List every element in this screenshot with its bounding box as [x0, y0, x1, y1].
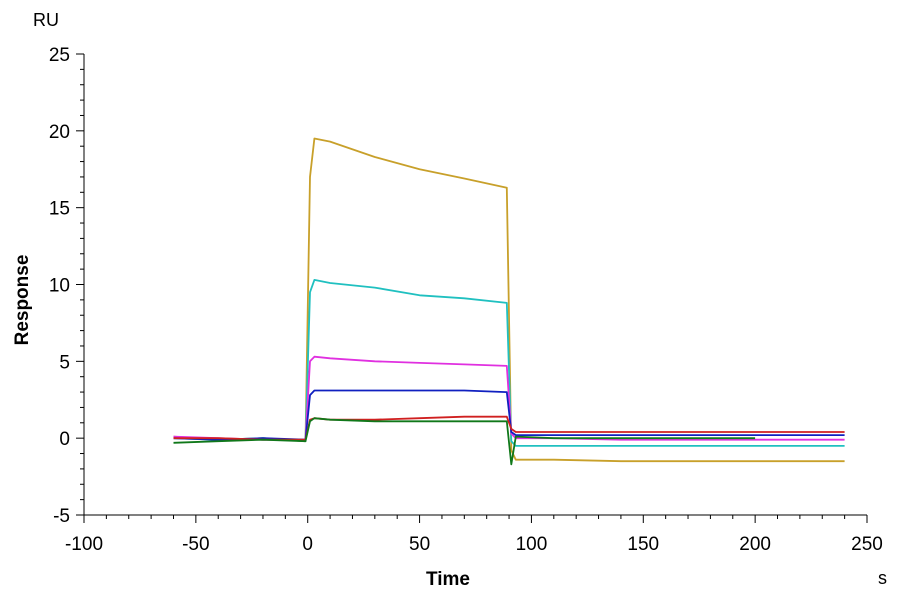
y-unit-label: RU — [33, 10, 59, 30]
x-tick-label: -50 — [182, 534, 209, 555]
y-tick-label: 15 — [49, 199, 70, 220]
x-axis-title: Time — [426, 569, 470, 590]
series-line-6 — [173, 417, 756, 466]
y-tick-label: -5 — [53, 506, 70, 527]
y-tick-label: 25 — [49, 45, 70, 66]
series-line-5 — [173, 415, 845, 441]
x-unit-label: s — [878, 568, 887, 588]
series-layer — [173, 137, 845, 466]
x-tick-label: 200 — [739, 534, 771, 555]
y-tick-label: 5 — [59, 352, 70, 373]
x-tick-label: 0 — [302, 534, 313, 555]
x-tick-label: 250 — [851, 534, 883, 555]
x-tick-label: 150 — [627, 534, 659, 555]
y-axis-title: Response — [12, 255, 33, 346]
x-tick-label: -100 — [65, 534, 103, 555]
x-tick-label: 100 — [516, 534, 548, 555]
x-tick-label: 50 — [409, 534, 430, 555]
y-tick-label: 10 — [49, 276, 70, 297]
y-tick-label: 0 — [59, 429, 70, 450]
y-tick-label: 20 — [49, 122, 70, 143]
